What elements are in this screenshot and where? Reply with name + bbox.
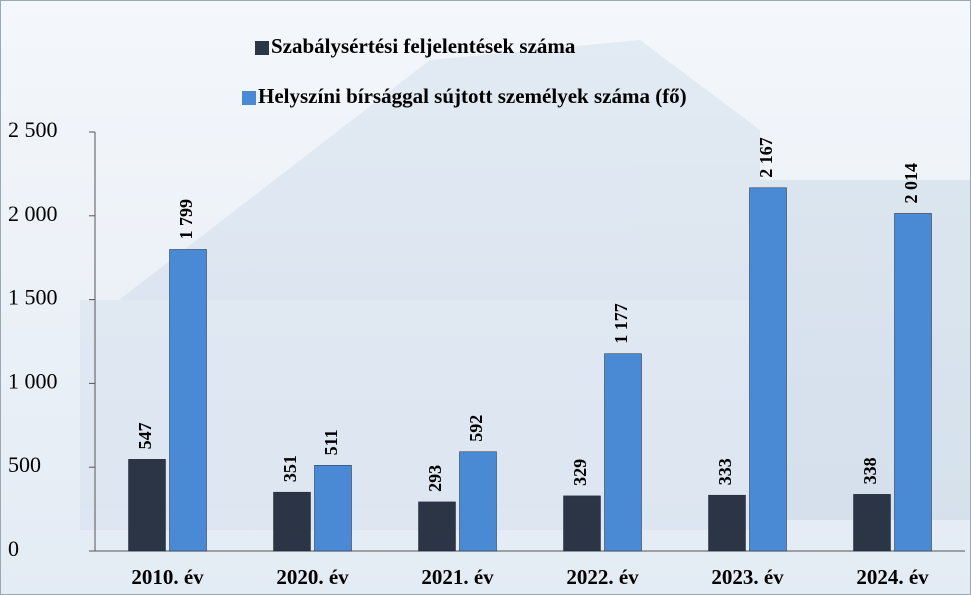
data-label: 2 167 bbox=[756, 137, 776, 178]
x-tick-label: 2021. év bbox=[421, 565, 494, 589]
legend-marker bbox=[255, 41, 269, 55]
bar bbox=[894, 213, 932, 552]
bar bbox=[169, 249, 207, 552]
y-tick-label: 1 500 bbox=[8, 285, 58, 310]
data-label: 1 799 bbox=[176, 199, 196, 240]
data-label: 547 bbox=[135, 422, 155, 449]
data-label: 511 bbox=[321, 429, 341, 455]
data-label: 351 bbox=[280, 455, 300, 482]
data-label: 2 014 bbox=[901, 163, 921, 204]
data-label: 592 bbox=[466, 415, 486, 442]
data-label: 1 177 bbox=[611, 303, 631, 344]
data-label: 333 bbox=[715, 458, 735, 485]
bar bbox=[604, 353, 642, 552]
bar bbox=[314, 465, 352, 552]
x-tick-label: 2024. év bbox=[856, 565, 929, 589]
data-label: 338 bbox=[860, 457, 880, 484]
bar bbox=[563, 495, 601, 552]
y-tick-label: 500 bbox=[8, 452, 41, 477]
x-tick-label: 2010. év bbox=[131, 565, 204, 589]
legend-label: Szabálysértési feljelentések száma bbox=[271, 34, 576, 58]
bar bbox=[273, 491, 311, 552]
bar bbox=[459, 451, 497, 552]
x-tick-label: 2023. év bbox=[711, 565, 784, 589]
bar bbox=[708, 494, 746, 552]
bar bbox=[128, 459, 166, 552]
y-tick-label: 2 000 bbox=[8, 201, 58, 226]
legend-marker bbox=[242, 91, 256, 105]
bar bbox=[418, 501, 456, 552]
y-tick-label: 1 000 bbox=[8, 368, 58, 393]
data-label: 329 bbox=[570, 459, 590, 486]
y-tick-label: 0 bbox=[8, 536, 19, 561]
data-label: 293 bbox=[425, 465, 445, 492]
x-tick-label: 2020. év bbox=[276, 565, 349, 589]
x-tick-label: 2022. év bbox=[566, 565, 639, 589]
bar bbox=[853, 494, 891, 552]
legend-label: Helyszíni bírsággal sújtott személyek sz… bbox=[258, 84, 687, 108]
y-tick-label: 2 500 bbox=[8, 117, 58, 142]
bar bbox=[749, 187, 787, 552]
